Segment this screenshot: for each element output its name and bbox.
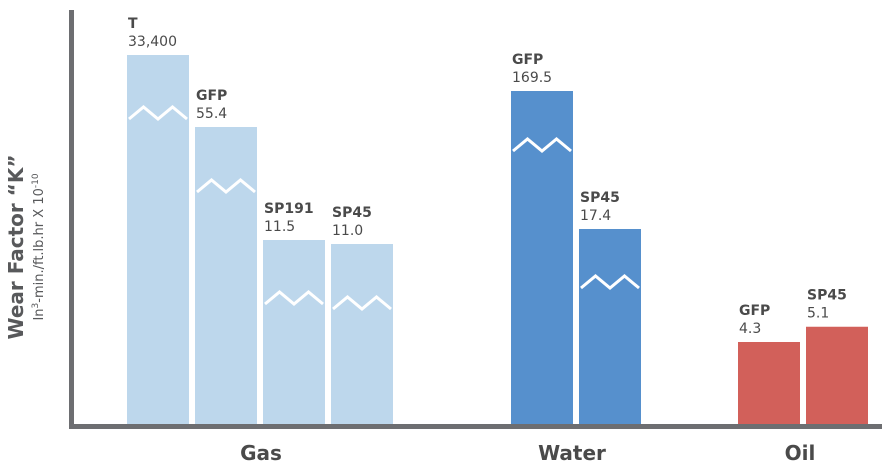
bar-oil-gfp [738,342,800,424]
bar-name-label: SP45 [807,288,847,304]
bar-name-label: GFP [512,52,543,68]
bar-name-label: SP191 [264,201,314,217]
bar-value-label: 4.3 [739,321,761,337]
bar-water-sp45 [579,229,641,424]
axis-break-mark [264,290,324,306]
bar-name-label: SP45 [332,205,372,221]
bar-value-label: 11.5 [264,219,295,235]
labels-layer: T 33,400 GFP 55.4 SP191 11.5 SP45 11.0 Gas GFP 169… [128,16,847,465]
y-axis-line [69,10,74,429]
axis-break-mark [332,295,392,311]
bar-name-label: T [128,16,138,32]
bar-gas-t [127,55,189,424]
axis-break-mark [512,137,572,153]
bar-oil-sp45 [806,326,868,424]
bar-name-label: GFP [739,303,770,319]
bar-gas-sp191 [263,240,325,424]
bar-gas-sp45 [331,244,393,424]
bar-value-label: 169.5 [512,70,552,86]
bar-name-label: SP45 [580,190,620,206]
bar-value-label: 55.4 [196,106,227,122]
bar-water-gfp [511,91,573,424]
bar-name-label: GFP [196,88,227,104]
category-label-water: Water [538,441,606,465]
axis-break-mark [580,274,640,290]
y-axis-units: In3-min./ft.lb.hr X 10-10 [31,173,47,320]
chart-axes [69,10,882,429]
axis-break-mark [196,178,256,194]
bar-value-label: 5.1 [807,306,829,322]
x-axis-line [69,424,882,429]
bar-gas-gfp [195,127,257,424]
axis-break-mark [128,105,188,121]
bar-value-label: 33,400 [128,34,177,50]
category-label-oil: Oil [785,441,816,465]
y-axis-label: Wear Factor “K” [4,155,28,340]
y-axis-units-label: In3-min./ft.lb.hr X 10-10 [31,173,47,320]
category-label-gas: Gas [240,441,282,465]
y-axis-title: Wear Factor “K” [4,155,28,340]
bar-value-label: 11.0 [332,223,363,239]
bars-layer [127,55,868,424]
bar-value-label: 17.4 [580,208,611,224]
